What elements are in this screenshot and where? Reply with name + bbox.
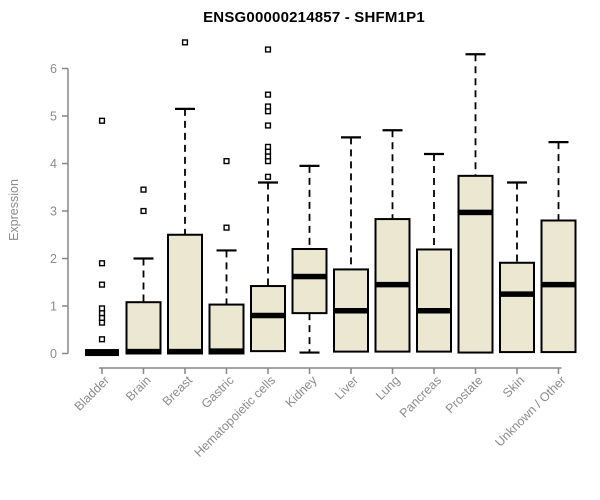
median-line <box>292 273 327 280</box>
outlier-point <box>264 103 272 110</box>
box <box>125 301 162 355</box>
x-tick-label: Prostate <box>443 373 486 416</box>
outlier-point <box>223 224 230 231</box>
outlier-point <box>264 46 272 53</box>
outlier-point <box>223 158 230 165</box>
x-tick-label: Hematopoietic cells <box>192 373 279 460</box>
y-tick-label: 3 <box>50 205 57 219</box>
x-tick-label: Brain <box>123 373 154 404</box>
box <box>499 261 535 354</box>
box <box>416 248 452 353</box>
outlier-point <box>264 122 272 129</box>
box <box>208 303 245 355</box>
median-line <box>251 312 285 319</box>
y-tick-label: 1 <box>50 300 57 314</box>
median-line <box>168 348 202 355</box>
outlier-point <box>98 336 106 343</box>
outlier-point <box>98 305 106 312</box>
box <box>457 174 494 354</box>
box <box>250 285 286 353</box>
y-tick-label: 6 <box>50 62 57 76</box>
x-tick-label: Lung <box>373 373 403 403</box>
x-tick-label: Kidney <box>283 373 320 410</box>
median-line <box>375 281 410 288</box>
outlier-point <box>140 207 147 215</box>
y-tick-label: 5 <box>50 110 57 124</box>
outlier-point <box>264 173 272 180</box>
median-line <box>541 281 576 288</box>
median-line <box>500 291 534 297</box>
x-tick-label: Skin <box>500 373 527 400</box>
y-tick-label: 0 <box>50 347 57 361</box>
x-tick-label: Bladder <box>72 373 112 413</box>
outlier-point <box>98 260 106 267</box>
x-tick-label: Breast <box>160 373 196 409</box>
median-line <box>417 308 451 314</box>
box <box>167 233 203 355</box>
x-tick-label: Unknown / Other <box>492 373 568 449</box>
median-line <box>334 308 368 314</box>
y-tick-label: 4 <box>50 157 57 171</box>
outlier-point <box>140 186 147 193</box>
x-tick-label: Liver <box>332 373 361 402</box>
y-tick-label: 2 <box>50 252 57 266</box>
x-tick-label: Gastric <box>199 373 237 411</box>
chart-title: ENSG00000214857 - SHFM1P1 <box>203 9 425 26</box>
median-line <box>126 348 161 355</box>
x-tick-label: Pancreas <box>397 373 444 420</box>
outlier-point <box>264 91 272 98</box>
outlier-point <box>264 143 272 150</box>
outlier-point <box>98 281 106 288</box>
median-line <box>458 209 493 216</box>
outlier-point <box>181 39 189 46</box>
box <box>291 248 328 315</box>
median-line <box>209 348 244 354</box>
outlier-point <box>98 117 106 124</box>
collapsed-box <box>85 349 119 357</box>
